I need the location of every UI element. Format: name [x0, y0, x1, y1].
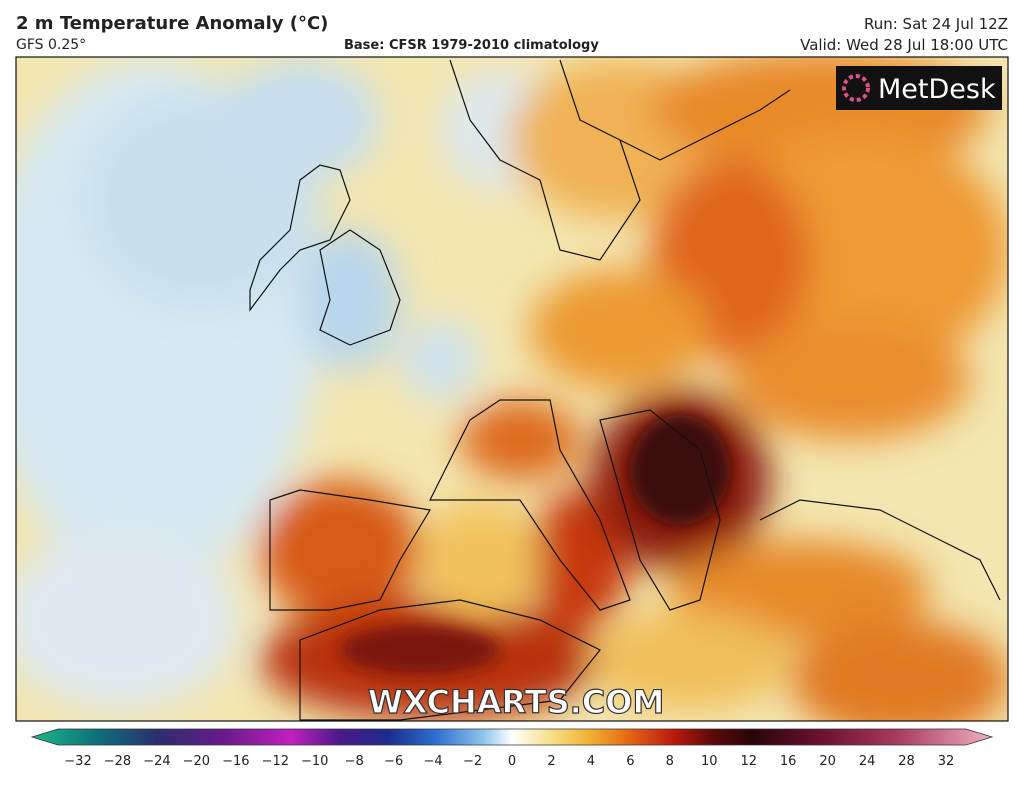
colorbar-tick-label: −24: [143, 754, 170, 769]
colorbar-tick-label: −28: [104, 754, 131, 769]
colorbar-tick-label: −4: [424, 754, 443, 769]
run: Run: Sat 24 Jul 12Z: [864, 15, 1008, 33]
colorbar-tick-label: 0: [508, 754, 516, 769]
colorbar-tick-label: 28: [898, 754, 915, 769]
colorbar-tick-label: 4: [587, 754, 595, 769]
valid: Valid: Wed 28 Jul 18:00 UTC: [800, 36, 1008, 54]
colorbar-ticks: −32 −28 −24 −20 −16 −12 −10 −8 −6 −4 −2 0 2 4 6 8 10 12 16…: [64, 754, 954, 769]
anomaly-map: MetDesk WXCHARTS.COM: [16, 57, 1008, 721]
logo: MetDesk: [878, 74, 996, 105]
map-frame: [15, 56, 1009, 722]
colorbar-tick-label: −12: [262, 754, 289, 769]
colorbar-tick-label: −32: [64, 754, 91, 769]
logo-box: [836, 66, 1002, 110]
colorbar-tick-label: 6: [626, 754, 634, 769]
colorbar-tick-label: −8: [345, 754, 364, 769]
colorbar-tick-label: −6: [384, 754, 403, 769]
colorbar-tick-label: 32: [938, 754, 955, 769]
colorbar-tick-label: −10: [301, 754, 328, 769]
colorbar-tick-label: 16: [780, 754, 797, 769]
colorbar-tick-label: 10: [701, 754, 718, 769]
watermark: WXCHARTS.COM: [368, 683, 665, 721]
colorbar-tick-label: −20: [183, 754, 210, 769]
colorbar-tick-label: −16: [222, 754, 249, 769]
title: 2 m Temperature Anomaly (°C): [16, 13, 328, 34]
colorbar-tick-label: 12: [740, 754, 757, 769]
coastlines: [249, 59, 1001, 721]
colorbar-tick-label: 20: [819, 754, 836, 769]
colorbar: [30, 728, 994, 746]
colorbar-tick-label: 2: [547, 754, 555, 769]
colorbar-tick-label: 24: [859, 754, 876, 769]
colorbar-tick-label: −2: [463, 754, 482, 769]
base: Base: CFSR 1979-2010 climatology: [344, 38, 599, 53]
model: GFS 0.25°: [16, 37, 86, 53]
colorbar-tick-label: 8: [666, 754, 674, 769]
